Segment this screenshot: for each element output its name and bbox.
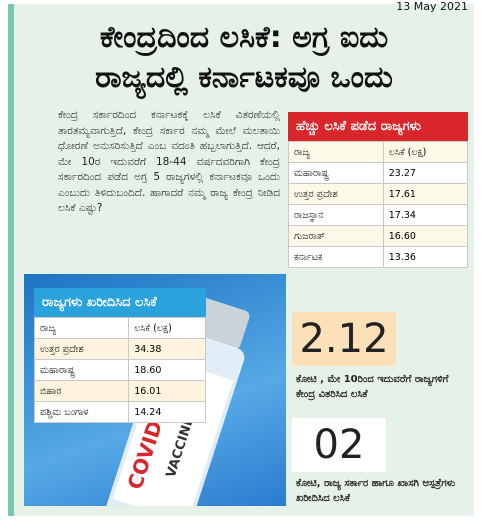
table-row: ಬಿಹಾರ 16.01	[33, 380, 206, 402]
table-cell: ಗುಜರಾತ್	[288, 225, 384, 247]
stat-caption: ಕೋಟಿ , ಮೇ 10ರಿಂದ ಇದುವರೆಗೆ ರಾಜ್ಯಗಳಿಗೆ ಕೇಂ…	[296, 374, 449, 400]
headline: ರಾಜ್ಯದಲ್ಲಿ ಕರ್ನಾಟಕವೂ ಒಂದು	[95, 60, 393, 95]
table-cell: ಮಹಾರಾಷ್ಟ್ರ	[288, 162, 384, 184]
table-cell: 17.61	[382, 183, 469, 205]
table-row: ರಾಜಸ್ಥಾನ 17.34	[288, 204, 469, 226]
table-cell: 34.38	[128, 338, 206, 360]
table-cell: 16.60	[382, 225, 469, 247]
table-cell: ಉತ್ತರ ಪ್ರದೇಶ	[33, 338, 130, 360]
headline: ಕೇಂದ್ರದಿಂದ ಲಸಿಕೆ: ಅಗ್ರ ಐದು	[99, 20, 389, 55]
table-header-cell: ರಾಜ್ಯ	[288, 141, 384, 163]
date: 13 May 2021	[396, 0, 468, 13]
table-cell: 14.24	[128, 401, 206, 423]
table-cell: 23.27	[382, 162, 469, 184]
table-row: ರಾಜ್ಯ ಲಸಿಕೆ (ಲಕ್ಷ)	[33, 317, 206, 339]
table-title: ರಾಜ್ಯಗಳು ಖರೀದಿಸಿದ ಲಸಿಕೆ	[34, 288, 206, 317]
table: ಹೆಚ್ಚು ಲಸಿಕೆ ಪಡೆದ ರಾಜ್ಯಗಳು ರಾಜ್ಯ ಲಸಿಕೆ (ಲ…	[288, 112, 469, 268]
table-cell: ರಾಜಸ್ಥಾನ	[288, 204, 384, 226]
table-header-cell: ಲಸಿಕೆ (ಲಕ್ಷ)	[128, 317, 206, 339]
table-cell: 13.36	[382, 246, 469, 268]
table-row: ಕರ್ನಾಟಕ 13.36	[288, 246, 469, 268]
table-header-cell: ರಾಜ್ಯ	[33, 317, 130, 339]
stat-caption: ಕೋಟಿ, ರಾಜ್ಯ ಸರ್ಕಾರ ಹಾಗೂ ಖಾಸಗಿ ಆಸ್ಪತ್ರೆಗಳ…	[296, 478, 456, 504]
table-cell: ಕರ್ನಾಟಕ	[288, 246, 384, 268]
table-row: ರಾಜ್ಯ ಲಸಿಕೆ (ಲಕ್ಷ)	[288, 141, 469, 163]
table-header-cell: ಲಸಿಕೆ (ಲಕ್ಷ)	[382, 141, 469, 163]
table-row: ಮಹಾರಾಷ್ಟ್ರ 23.27	[288, 162, 469, 184]
table-cell: ಪಶ್ಚಿಮ ಬಂಗಾಳ	[33, 401, 130, 423]
table-cell: 16.01	[128, 380, 206, 402]
table-cell: ಮಹಾರಾಷ್ಟ್ರ	[33, 359, 130, 381]
table-row: ಉತ್ತರ ಪ್ರದೇಶ 34.38	[33, 338, 206, 360]
table-cell: ಬಿಹಾರ	[33, 380, 130, 402]
table-cell: ಉತ್ತರ ಪ್ರದೇಶ	[288, 183, 384, 205]
table-row: ಗುಜರಾತ್ 16.60	[288, 225, 469, 247]
table-cell: 18.60	[128, 359, 206, 381]
table-row: ಉತ್ತರ ಪ್ರದೇಶ 17.61	[288, 183, 469, 205]
table-row: ಮಹಾರಾಷ್ಟ್ರ 18.60	[33, 359, 206, 381]
table-body: ರಾಜ್ಯ ಲಸಿಕೆ (ಲಕ್ಷ) ಮಹಾರಾಷ್ಟ್ರ 23.27 ಉತ್ತರ ಪ್…	[288, 141, 469, 268]
stat-number: 2.12	[292, 312, 396, 366]
table-cell: 17.34	[382, 204, 469, 226]
table-row: ಪಶ್ಚಿಮ ಬಂಗಾಳ 14.24	[33, 401, 206, 423]
stat-number: 02	[292, 418, 386, 472]
body-text: ಕೇಂದ್ರ ಸರ್ಕಾರದಿಂದ ಕರ್ನಾಟಕಕ್ಕೆ ಲಸಿಕೆ ವಿತರ…	[58, 109, 280, 214]
table: ರಾಜ್ಯಗಳು ಖರೀದಿಸಿದ ಲಸಿಕೆ ರಾಜ್ಯ ಲಸಿಕೆ (ಲಕ್ಷ…	[33, 288, 206, 423]
table-body: ರಾಜ್ಯ ಲಸಿಕೆ (ಲಕ್ಷ) ಉತ್ತರ ಪ್ರದೇಶ 34.38 ಮಹಾರಾಷ…	[33, 317, 206, 423]
table-title: ಹೆಚ್ಚು ಲಸಿಕೆ ಪಡೆದ ರಾಜ್ಯಗಳು	[288, 112, 468, 141]
